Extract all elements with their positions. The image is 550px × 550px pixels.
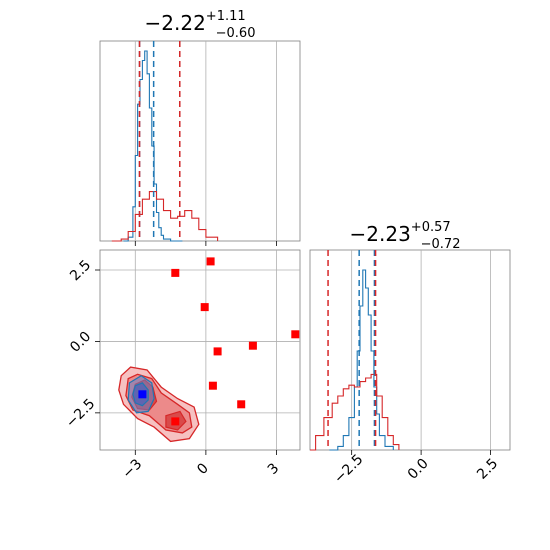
marginal-y-series <box>310 269 400 451</box>
joint-point-1 <box>206 257 215 266</box>
joint-point-9 <box>138 390 147 399</box>
marginal-y-frame <box>309 249 511 451</box>
joint-point-2 <box>200 303 209 312</box>
marginal-x-title: −2.22+1.11 −0.60 <box>145 9 256 41</box>
my-x-tick-label-0: −2.5 <box>331 451 366 486</box>
marginal-y-grid <box>351 250 491 450</box>
marginal-x-series <box>111 50 219 242</box>
marginal-x-grid <box>134 41 277 246</box>
joint-point-8 <box>171 417 180 426</box>
marginal-y-title-minus: −0.72 <box>421 237 461 252</box>
panel-marginal-y: −2.5 0.0 2.5 −2.23+0.57 −0.72 <box>309 220 511 487</box>
marginal-y-xticks: −2.5 0.0 2.5 <box>331 450 501 487</box>
my-x-tick-label-1: 0.0 <box>405 456 432 483</box>
joint-point-3 <box>291 330 300 339</box>
joint-xticks: −3 0 3 <box>120 450 283 482</box>
marginal-x-title-plus: +1.11 <box>206 9 246 24</box>
joint-x-tick-label-1: 0 <box>194 460 212 478</box>
my-series-1 <box>310 373 400 451</box>
joint-yticks: 2.5 0.0 −2.5 <box>63 257 100 431</box>
marginal-x-title-median: −2.22 <box>145 11 206 35</box>
joint-point-0 <box>171 268 180 277</box>
joint-point-6 <box>208 381 217 390</box>
mx-series-0 <box>123 50 183 242</box>
mx-series-1 <box>111 191 219 242</box>
my-x-tick-label-2: 2.5 <box>474 456 501 483</box>
marginal-x-quantiles <box>138 41 181 241</box>
joint-y-tick-label-2: −2.5 <box>63 396 98 431</box>
joint-points <box>138 257 300 426</box>
joint-y-tick-label-0: 2.5 <box>67 257 94 284</box>
marginal-y-title-median: −2.23 <box>350 222 411 246</box>
joint-point-7 <box>237 400 246 409</box>
my-series-0 <box>329 269 394 451</box>
panel-marginal-x: −2.22+1.11 −0.60 <box>99 9 301 246</box>
joint-point-4 <box>248 341 257 350</box>
joint-frame <box>99 249 301 451</box>
marginal-y-title-plus: +0.57 <box>411 220 451 235</box>
panel-joint: −3 0 3 2.5 0.0 −2.5 <box>63 249 301 482</box>
joint-y-tick-label-1: 0.0 <box>67 329 94 356</box>
marginal-x-frame <box>99 40 301 242</box>
joint-x-tick-label-2: 3 <box>265 460 283 478</box>
joint-point-5 <box>213 347 222 356</box>
marginal-y-title: −2.23+0.57 −0.72 <box>350 220 461 252</box>
marginal-y-quantiles <box>327 250 377 450</box>
joint-x-tick-label-0: −3 <box>120 456 146 482</box>
marginal-x-title-minus: −0.60 <box>216 26 256 41</box>
